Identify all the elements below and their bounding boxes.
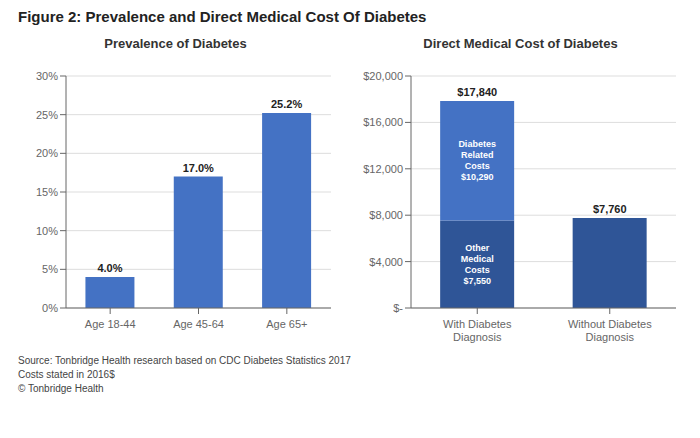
svg-text:25.2%: 25.2%	[271, 98, 302, 110]
svg-text:$8,000: $8,000	[369, 209, 403, 221]
svg-text:10%: 10%	[36, 225, 58, 237]
svg-text:15%: 15%	[36, 186, 58, 198]
svg-text:DiabetesRelatedCosts$10,290: DiabetesRelatedCosts$10,290	[458, 139, 496, 182]
svg-text:$16,000: $16,000	[363, 116, 403, 128]
svg-text:$17,840: $17,840	[457, 86, 497, 98]
svg-text:Without DiabetesDiagnosis: Without DiabetesDiagnosis	[568, 318, 652, 343]
svg-text:4.0%: 4.0%	[97, 262, 122, 274]
svg-text:$20,000: $20,000	[363, 70, 403, 82]
html-text:Costs stated in 2016$: Costs stated in 2016$	[18, 369, 115, 380]
svg-text:Age 65+: Age 65+	[266, 318, 307, 330]
html-text:Source: Tonbridge Health resea: Source: Tonbridge Health research based …	[18, 355, 351, 366]
svg-text:OtherMedicalCosts$7,550: OtherMedicalCosts$7,550	[461, 243, 494, 286]
svg-text:30%: 30%	[36, 70, 58, 82]
svg-text:Age 18-44: Age 18-44	[85, 318, 136, 330]
svg-text:Age 45-64: Age 45-64	[173, 318, 224, 330]
svg-text:20%: 20%	[36, 147, 58, 159]
html-text:Direct Medical Cost of Diabete: Direct Medical Cost of Diabetes	[423, 36, 618, 51]
svg-text:0%: 0%	[42, 302, 58, 314]
svg-text:17.0%: 17.0%	[183, 162, 214, 174]
svg-text:$4,000: $4,000	[369, 256, 403, 268]
svg-text:With DiabetesDiagnosis: With DiabetesDiagnosis	[443, 318, 512, 343]
html-text:Figure 2: Prevalence and Direc: Figure 2: Prevalence and Direct Medical …	[18, 8, 427, 25]
svg-text:$7,760: $7,760	[593, 203, 627, 215]
html-text:© Tonbridge Health: © Tonbridge Health	[18, 383, 104, 394]
svg-text:$-: $-	[393, 302, 403, 314]
svg-text:$12,000: $12,000	[363, 163, 403, 175]
svg-text:5%: 5%	[42, 263, 58, 275]
html-text:Prevalence of Diabetes: Prevalence of Diabetes	[104, 36, 247, 51]
svg-text:25%: 25%	[36, 109, 58, 121]
